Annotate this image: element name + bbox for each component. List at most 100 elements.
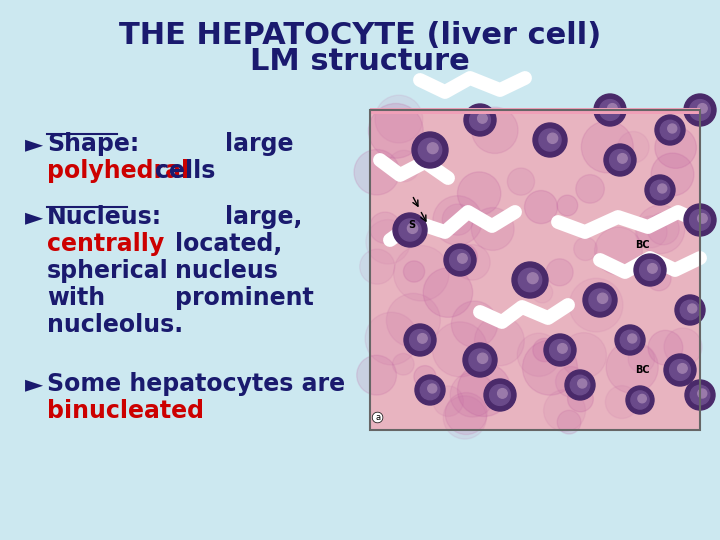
Circle shape: [688, 304, 697, 313]
Circle shape: [375, 95, 423, 143]
Circle shape: [457, 363, 510, 416]
Circle shape: [477, 353, 487, 363]
Bar: [370, 108, 700, 114]
Circle shape: [458, 254, 467, 263]
Circle shape: [442, 204, 474, 235]
Text: nucleus: nucleus: [175, 259, 278, 283]
Circle shape: [445, 393, 487, 435]
Text: Shape:: Shape:: [47, 132, 139, 156]
Circle shape: [412, 132, 448, 168]
Circle shape: [667, 124, 677, 133]
Circle shape: [404, 324, 436, 356]
Circle shape: [675, 295, 705, 325]
Circle shape: [655, 127, 696, 168]
Circle shape: [615, 325, 645, 355]
Circle shape: [394, 246, 449, 301]
Circle shape: [698, 104, 707, 113]
Circle shape: [354, 150, 400, 195]
Text: Nucleus:: Nucleus:: [47, 205, 162, 229]
Circle shape: [660, 120, 680, 140]
Circle shape: [610, 150, 631, 171]
Text: BC: BC: [635, 240, 649, 250]
Text: nucleolus.: nucleolus.: [47, 313, 183, 337]
Circle shape: [474, 316, 524, 366]
Circle shape: [517, 333, 560, 376]
Text: LM structure: LM structure: [250, 48, 470, 77]
Circle shape: [539, 129, 561, 151]
Circle shape: [645, 175, 675, 205]
Circle shape: [557, 195, 577, 216]
Text: prominent: prominent: [175, 286, 314, 310]
Circle shape: [454, 245, 490, 280]
Circle shape: [498, 389, 507, 398]
Circle shape: [490, 384, 510, 406]
Text: BC: BC: [635, 365, 649, 375]
Circle shape: [664, 354, 696, 386]
Bar: [370, 110, 700, 430]
Circle shape: [639, 260, 660, 280]
Circle shape: [427, 143, 438, 153]
Circle shape: [595, 227, 642, 275]
Circle shape: [392, 354, 414, 375]
Circle shape: [647, 213, 679, 245]
Circle shape: [472, 107, 518, 153]
Circle shape: [549, 340, 570, 360]
Circle shape: [647, 264, 657, 273]
Circle shape: [576, 174, 604, 203]
Circle shape: [608, 104, 617, 113]
Circle shape: [655, 115, 685, 145]
Circle shape: [557, 343, 567, 353]
Text: a: a: [375, 413, 380, 422]
Circle shape: [444, 244, 476, 276]
Circle shape: [650, 180, 670, 200]
Circle shape: [418, 334, 427, 343]
Circle shape: [360, 249, 395, 284]
Circle shape: [450, 373, 495, 417]
Circle shape: [423, 268, 472, 318]
Circle shape: [366, 220, 410, 264]
Text: large: large: [225, 132, 294, 156]
Circle shape: [684, 204, 716, 236]
Text: large,: large,: [225, 205, 302, 229]
Circle shape: [618, 131, 649, 163]
Circle shape: [648, 330, 683, 365]
Circle shape: [527, 273, 538, 284]
Circle shape: [635, 216, 667, 248]
Circle shape: [523, 340, 577, 395]
Circle shape: [420, 380, 440, 400]
Circle shape: [410, 329, 431, 350]
Circle shape: [604, 144, 636, 176]
Circle shape: [690, 385, 710, 405]
Text: S: S: [408, 220, 415, 230]
Circle shape: [589, 289, 611, 311]
Circle shape: [508, 168, 534, 195]
Text: centrally: centrally: [47, 232, 164, 256]
Circle shape: [449, 249, 470, 271]
Circle shape: [626, 386, 654, 414]
Circle shape: [574, 237, 597, 260]
Circle shape: [418, 138, 441, 161]
Circle shape: [647, 266, 671, 291]
Circle shape: [638, 394, 647, 403]
Circle shape: [524, 191, 557, 224]
Text: polyhedral: polyhedral: [47, 159, 189, 183]
Circle shape: [414, 366, 436, 388]
Circle shape: [680, 300, 700, 320]
Circle shape: [399, 219, 421, 241]
Text: THE HEPATOCYTE (liver cell): THE HEPATOCYTE (liver cell): [119, 21, 601, 50]
Circle shape: [369, 104, 423, 158]
Circle shape: [618, 153, 627, 163]
Text: Some hepatocytes are: Some hepatocytes are: [47, 372, 345, 396]
Circle shape: [561, 333, 606, 379]
Circle shape: [684, 94, 716, 126]
Circle shape: [690, 210, 711, 231]
Circle shape: [532, 282, 553, 303]
Circle shape: [606, 386, 638, 418]
Circle shape: [581, 121, 634, 173]
Circle shape: [469, 110, 490, 130]
Circle shape: [469, 349, 491, 371]
Circle shape: [547, 133, 558, 144]
Text: located,: located,: [175, 232, 282, 256]
Circle shape: [451, 301, 498, 347]
Text: with: with: [47, 286, 105, 310]
